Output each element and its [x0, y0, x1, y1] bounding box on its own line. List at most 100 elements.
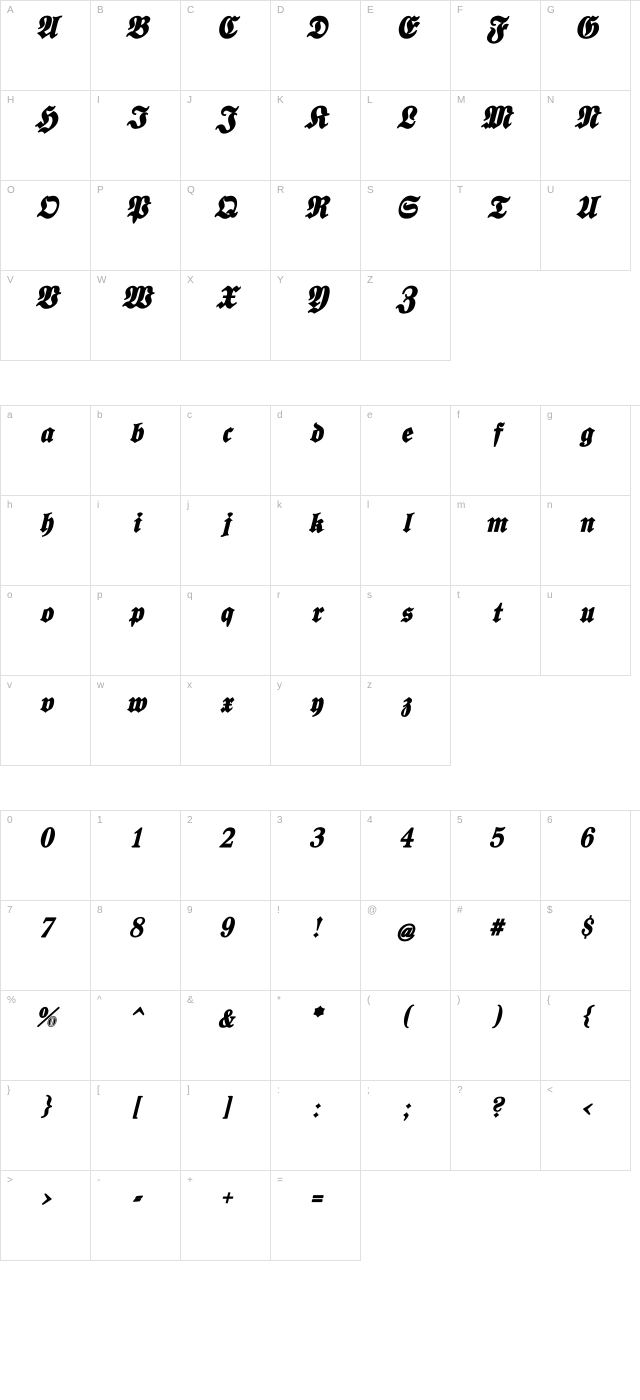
glyph-cell[interactable]: [[	[91, 1081, 181, 1171]
glyph-display: 𝖞	[271, 686, 360, 726]
glyph-cell[interactable]: ]]	[181, 1081, 271, 1171]
glyph-display: 𝕯	[271, 11, 360, 51]
glyph-cell[interactable]: w𝖜	[91, 676, 181, 766]
glyph-display: 𝕽	[271, 191, 360, 231]
glyph-cell[interactable]: ??	[451, 1081, 541, 1171]
glyph-cell[interactable]: W𝖂	[91, 271, 181, 361]
glyph-display: 𝖗	[271, 596, 360, 636]
glyph-cell[interactable]: P𝕻	[91, 181, 181, 271]
glyph-cell[interactable]: V𝖁	[1, 271, 91, 361]
glyph-cell[interactable]: G𝕲	[541, 1, 631, 91]
glyph-cell[interactable]: Q𝕼	[181, 181, 271, 271]
glyph-cell[interactable]: e𝖊	[361, 406, 451, 496]
glyph-cell[interactable]: Y𝖄	[271, 271, 361, 361]
glyph-cell[interactable]: r𝖗	[271, 586, 361, 676]
glyph-cell[interactable]: j𝖏	[181, 496, 271, 586]
glyph-cell[interactable]: D𝕯	[271, 1, 361, 91]
glyph-cell[interactable]: z𝖟	[361, 676, 451, 766]
glyph-cell[interactable]: k𝖐	[271, 496, 361, 586]
glyph-cell[interactable]: $$	[541, 901, 631, 991]
glyph-cell[interactable]: p𝖕	[91, 586, 181, 676]
glyph-cell[interactable]: b𝖇	[91, 406, 181, 496]
glyph-cell[interactable]: H𝕳	[1, 91, 91, 181]
glyph-cell[interactable]: ::	[271, 1081, 361, 1171]
glyph-cell[interactable]: R𝕽	[271, 181, 361, 271]
glyph-cell[interactable]: 77	[1, 901, 91, 991]
glyph-display: =	[271, 1181, 360, 1221]
glyph-cell[interactable]: d𝖉	[271, 406, 361, 496]
glyph-cell[interactable]: y𝖞	[271, 676, 361, 766]
glyph-cell[interactable]: &&	[181, 991, 271, 1081]
glyph-cell[interactable]: x𝖝	[181, 676, 271, 766]
glyph-cell[interactable]: ((	[361, 991, 451, 1081]
glyph-cell[interactable]: o𝖔	[1, 586, 91, 676]
glyph-cell[interactable]: 88	[91, 901, 181, 991]
glyph-cell[interactable]: E𝕰	[361, 1, 451, 91]
glyph-cell[interactable]: M𝕸	[451, 91, 541, 181]
glyph-cell[interactable]: J𝕵	[181, 91, 271, 181]
glyph-display: [	[91, 1091, 180, 1131]
glyph-cell[interactable]: !!	[271, 901, 361, 991]
glyph-cell[interactable]: **	[271, 991, 361, 1081]
glyph-display: 𝖟	[361, 686, 450, 726]
glyph-cell[interactable]: i𝖎	[91, 496, 181, 586]
glyph-cell[interactable]: ))	[451, 991, 541, 1081]
glyph-cell[interactable]: T𝕿	[451, 181, 541, 271]
glyph-cell[interactable]: t𝖙	[451, 586, 541, 676]
glyph-cell[interactable]: ++	[181, 1171, 271, 1261]
glyph-cell[interactable]: S𝕾	[361, 181, 451, 271]
glyph-cell[interactable]: q𝖖	[181, 586, 271, 676]
glyph-cell[interactable]: 44	[361, 811, 451, 901]
glyph-cell[interactable]: X𝖃	[181, 271, 271, 361]
glyph-cell[interactable]: }}	[1, 1081, 91, 1171]
glyph-cell[interactable]: h𝖍	[1, 496, 91, 586]
glyph-cell[interactable]: U𝖀	[541, 181, 631, 271]
glyph-cell[interactable]: 99	[181, 901, 271, 991]
glyph-cell[interactable]: O𝕺	[1, 181, 91, 271]
glyph-cell[interactable]: I𝕴	[91, 91, 181, 181]
glyph-cell[interactable]: ^^	[91, 991, 181, 1081]
glyph-cell[interactable]: <<	[541, 1081, 631, 1171]
glyph-cell[interactable]: 22	[181, 811, 271, 901]
glyph-cell[interactable]: 00	[1, 811, 91, 901]
glyph-cell[interactable]: c𝖈	[181, 406, 271, 496]
glyph-cell[interactable]: 55	[451, 811, 541, 901]
glyph-cell[interactable]: ##	[451, 901, 541, 991]
glyph-cell[interactable]: N𝕹	[541, 91, 631, 181]
glyph-display: %	[1, 1001, 90, 1041]
glyph-cell[interactable]: s𝖘	[361, 586, 451, 676]
glyph-cell[interactable]: v𝖛	[1, 676, 91, 766]
glyph-cell[interactable]: n𝖓	[541, 496, 631, 586]
glyph-cell[interactable]: K𝕶	[271, 91, 361, 181]
glyph-cell[interactable]: B𝕭	[91, 1, 181, 91]
glyph-cell[interactable]: Z𝖅	[361, 271, 451, 361]
glyph-cell[interactable]: ;;	[361, 1081, 451, 1171]
glyph-display: 𝖊	[361, 416, 450, 456]
glyph-cell[interactable]: A𝕬	[1, 1, 91, 91]
glyph-cell[interactable]: a𝖆	[1, 406, 91, 496]
glyph-cell[interactable]: l𝖑	[361, 496, 451, 586]
glyph-cell[interactable]: @@	[361, 901, 451, 991]
glyph-display: 0	[1, 821, 90, 861]
glyph-cell[interactable]: 11	[91, 811, 181, 901]
glyph-cell[interactable]: F𝕱	[451, 1, 541, 91]
glyph-cell[interactable]: >>	[1, 1171, 91, 1261]
glyph-cell[interactable]: C𝕮	[181, 1, 271, 91]
glyph-display: >	[1, 1181, 90, 1221]
glyph-cell[interactable]: 33	[271, 811, 361, 901]
glyph-cell[interactable]: 66	[541, 811, 631, 901]
glyph-display: 𝖉	[271, 416, 360, 456]
glyph-cell[interactable]: {{	[541, 991, 631, 1081]
glyph-cell[interactable]: ==	[271, 1171, 361, 1261]
glyph-cell[interactable]: --	[91, 1171, 181, 1261]
glyph-display: ]	[181, 1091, 270, 1131]
glyph-cell[interactable]: u𝖚	[541, 586, 631, 676]
glyph-cell[interactable]: g𝖌	[541, 406, 631, 496]
glyph-display: 𝖂	[91, 281, 180, 321]
glyph-cell[interactable]: m𝖒	[451, 496, 541, 586]
glyph-cell[interactable]: f𝖋	[451, 406, 541, 496]
glyph-display: 𝖚	[541, 596, 630, 636]
glyph-cell[interactable]: L𝕷	[361, 91, 451, 181]
glyph-cell[interactable]: %%	[1, 991, 91, 1081]
glyph-display: 𝖌	[541, 416, 630, 456]
